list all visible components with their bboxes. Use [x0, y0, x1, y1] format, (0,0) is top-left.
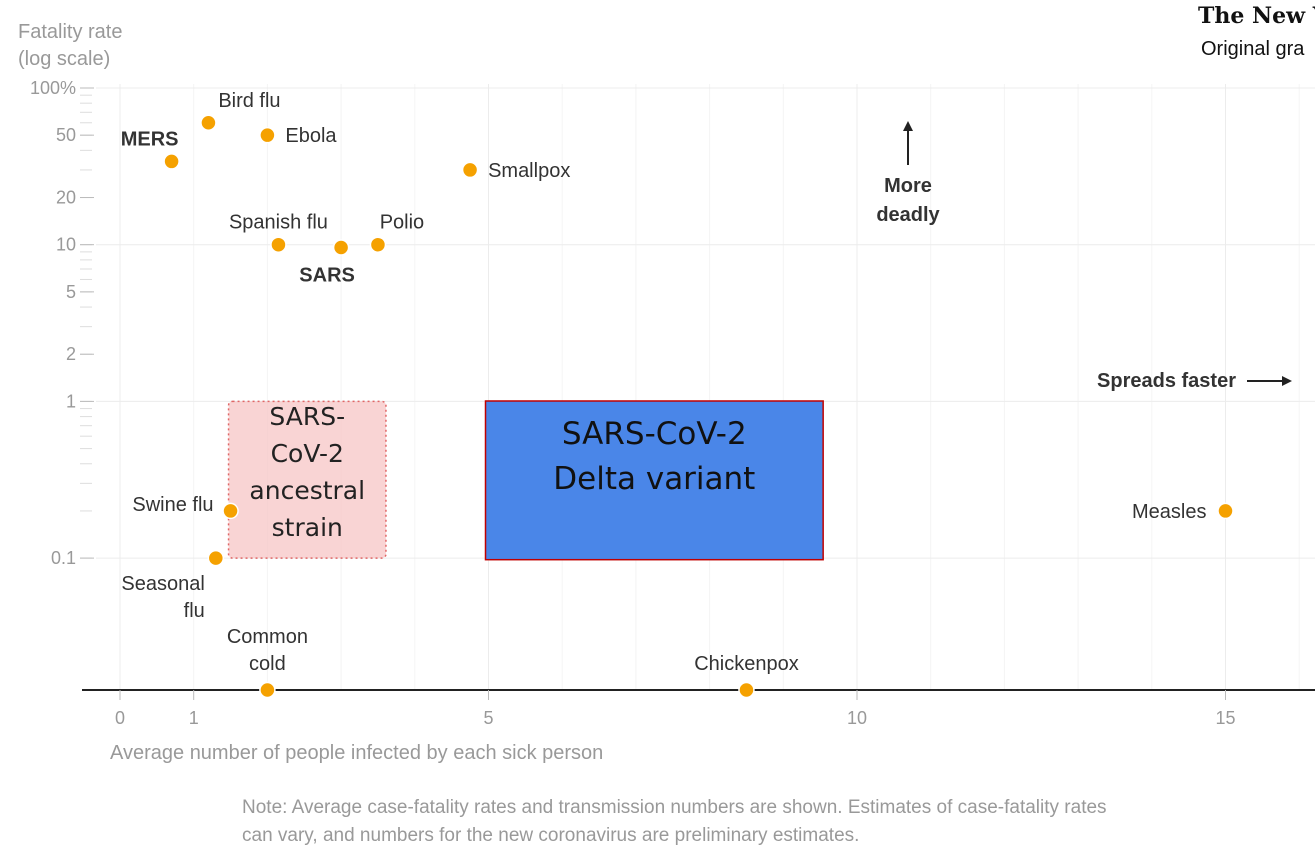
y-tick-label: 50 — [56, 125, 76, 145]
point-label: SARS — [299, 264, 355, 286]
data-point — [738, 681, 755, 699]
ancestral-strain-region — [227, 400, 387, 559]
point-label: cold — [249, 653, 286, 675]
data-point — [207, 549, 225, 567]
point-label: Spanish flu — [229, 212, 328, 234]
y-tick-label: 100% — [30, 78, 76, 98]
x-tick-label: 15 — [1215, 708, 1235, 728]
point-label: Ebola — [285, 125, 337, 147]
publisher-logo: The New Yo — [1198, 3, 1315, 29]
y-tick-label: 1 — [66, 391, 76, 411]
y-axis-title-line-2: (log scale) — [18, 48, 110, 70]
x-axis-title: Average number of people infected by eac… — [110, 742, 603, 764]
ancestral-strain-label: CoV-2 — [271, 439, 344, 468]
up-arrow — [903, 121, 913, 165]
y-tick-label: 20 — [56, 188, 76, 208]
y-tick-label: 0.1 — [51, 548, 76, 568]
delta-variant-region — [484, 400, 824, 561]
y-tick-label: 5 — [66, 282, 76, 302]
ancestral-strain-label: strain — [272, 513, 343, 542]
x-tick-label: 0 — [115, 708, 125, 728]
point-label: flu — [184, 600, 205, 622]
x-tick-label: 10 — [847, 708, 867, 728]
credit-text: Original gra — [1201, 38, 1305, 60]
regions: SARS-CoV-2ancestralstrainSARS-CoV-2Delta… — [227, 400, 824, 561]
x-tick-label: 5 — [483, 708, 493, 728]
y-tick-label: 10 — [56, 235, 76, 255]
data-point — [461, 161, 479, 179]
data-point — [1217, 502, 1234, 520]
ancestral-strain-label: SARS- — [269, 402, 345, 431]
point-label: MERS — [121, 128, 179, 150]
y-tick-label: 2 — [66, 344, 76, 364]
point-label: Chickenpox — [694, 653, 799, 675]
data-point — [369, 236, 387, 253]
delta-variant-label: Delta variant — [553, 461, 755, 497]
right-arrow — [1247, 376, 1292, 386]
point-label: Smallpox — [488, 160, 570, 182]
data-point — [259, 681, 276, 699]
point-label: Polio — [380, 212, 424, 234]
point-label: Swine flu — [132, 494, 213, 516]
data-point — [200, 114, 217, 132]
y-axis-title-line-1: Fatality rate — [18, 21, 122, 43]
point-label: Common — [227, 626, 308, 648]
data-point — [222, 502, 239, 520]
x-tick-label: 1 — [189, 708, 199, 728]
point-label: Bird flu — [218, 90, 280, 112]
ancestral-strain-label: ancestral — [249, 476, 365, 505]
point-label: Seasonal — [121, 573, 204, 595]
data-point — [270, 236, 287, 253]
labels: Fatality rate (log scale) Average number… — [18, 3, 1315, 846]
spreads-faster-label: Spreads faster — [1097, 370, 1236, 392]
point-label: Measles — [1132, 501, 1206, 523]
delta-variant-label: SARS-CoV-2 — [562, 416, 747, 452]
note-line-1: Note: Average case-fatality rates and tr… — [242, 797, 1107, 818]
data-point — [163, 153, 180, 170]
more-deadly-line-2: deadly — [876, 204, 940, 226]
more-deadly-line-1: More — [884, 175, 932, 197]
data-point — [259, 126, 276, 144]
note-line-2: can vary, and numbers for the new corona… — [242, 825, 859, 846]
data-point — [332, 239, 350, 256]
